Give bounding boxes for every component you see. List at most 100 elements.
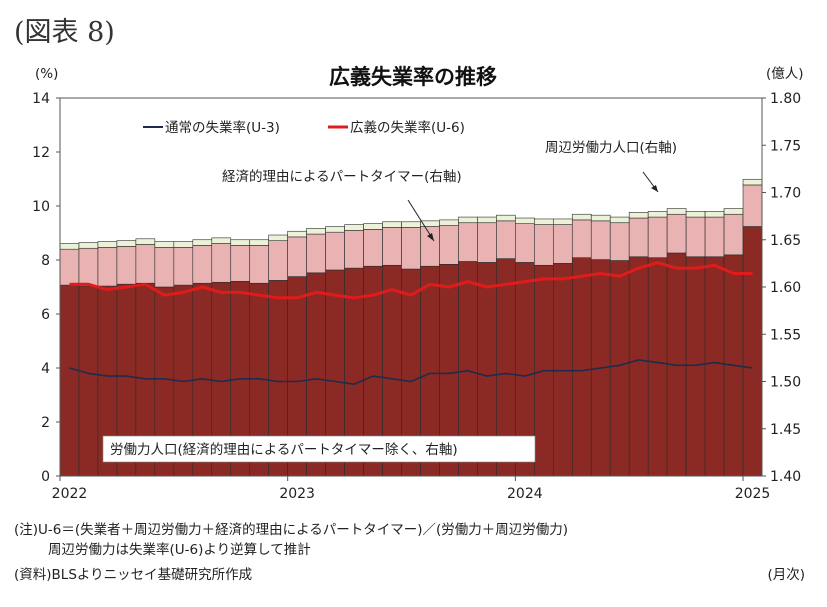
bar-part-time xyxy=(571,219,592,258)
bar-part-time xyxy=(496,220,516,259)
bar-marginal xyxy=(534,218,554,225)
bar-part-time xyxy=(723,213,744,256)
bar-marginal xyxy=(647,211,668,218)
bar-marginal xyxy=(363,223,383,230)
bar-part-time xyxy=(59,248,80,286)
annotation-part-time-arrow xyxy=(407,199,435,242)
u3-line xyxy=(69,359,753,386)
bar-marginal xyxy=(154,241,175,248)
bar-part-time xyxy=(704,216,725,258)
bar-part-time xyxy=(97,247,118,287)
bar-labor-force xyxy=(704,256,725,477)
bar-part-time xyxy=(192,245,213,284)
bar-marginal xyxy=(382,221,402,228)
y-tick-label: 12 xyxy=(32,145,50,161)
axes-group: 0 2 4 6 8 10 12 14 1.40 1.45 1.50 1.55 1.60 1.65 1.70 1… xyxy=(32,91,801,502)
bar-marginal xyxy=(742,178,763,186)
bar-marginal xyxy=(723,208,744,215)
bar-part-time xyxy=(306,233,326,274)
x-axis-unit: (月次) xyxy=(767,567,805,583)
y-tick-label: 0 xyxy=(41,469,50,485)
bar-marginal xyxy=(628,212,649,219)
y2-tick-label: 1.65 xyxy=(770,233,801,249)
y2-tick-label: 1.50 xyxy=(770,375,801,391)
note-line-1: (注)U-6＝(失業者＋周辺労働力＋経済的理由によるパートタイマー)／(労働力＋… xyxy=(14,522,569,538)
bar-marginal xyxy=(249,239,269,246)
bar-part-time xyxy=(439,225,459,265)
bar-marginal xyxy=(571,213,592,221)
bar-part-time xyxy=(154,247,175,288)
bar-marginal xyxy=(439,219,459,226)
y2-tick-label: 1.55 xyxy=(770,327,801,343)
bar-marginal xyxy=(515,217,535,224)
bar-part-time xyxy=(552,224,573,264)
bar-marginal xyxy=(704,211,725,218)
bar-marginal xyxy=(268,234,288,241)
bar-labor-force xyxy=(647,257,668,477)
y-tick-label: 10 xyxy=(32,199,50,215)
bar-marginal xyxy=(477,216,497,224)
annotation-marginal-arrowhead xyxy=(651,185,658,192)
y-axis-unit: (%) xyxy=(35,66,58,82)
bar-part-time xyxy=(609,222,630,261)
bar-marginal xyxy=(192,239,213,246)
bar-marginal xyxy=(230,239,251,246)
bar-part-time xyxy=(534,224,554,266)
bar-part-time xyxy=(666,213,687,254)
bars-group xyxy=(59,178,763,477)
bar-marginal xyxy=(344,224,364,231)
legend-u6-label: 広義の失業率(U-6) xyxy=(350,119,465,136)
bar-marginal xyxy=(59,243,80,250)
bar-part-time xyxy=(401,227,421,270)
y2-tick-label: 1.45 xyxy=(770,422,801,438)
bar-marginal xyxy=(552,218,573,225)
bar-part-time xyxy=(647,216,668,259)
y-tick-label: 8 xyxy=(41,253,50,269)
bar-part-time xyxy=(268,240,288,281)
bar-labor-force xyxy=(59,284,80,477)
bar-labor-force xyxy=(571,257,592,477)
bar-part-time xyxy=(363,229,383,267)
x-tick-label: 2023 xyxy=(279,486,315,502)
annotation-labor-force-box xyxy=(102,435,536,463)
y-tick-label: 14 xyxy=(32,91,50,107)
bar-part-time xyxy=(325,231,345,271)
bar-part-time xyxy=(477,222,497,263)
bar-labor-force xyxy=(609,260,630,477)
bar-part-time xyxy=(628,217,649,258)
y-tick-label: 6 xyxy=(41,307,50,323)
bar-part-time xyxy=(344,230,364,269)
bar-marginal xyxy=(211,237,232,244)
lines-group xyxy=(69,261,753,386)
bar-marginal xyxy=(325,226,345,233)
y2-tick-label: 1.60 xyxy=(770,280,801,296)
y-tick-label: 4 xyxy=(41,361,50,377)
bar-labor-force xyxy=(685,256,706,477)
annotation-part-time: 経済的理由によるパートタイマー(右軸) xyxy=(222,169,462,185)
bar-part-time xyxy=(287,236,307,277)
bar-part-time xyxy=(420,226,440,267)
bar-part-time xyxy=(249,245,269,284)
annotation-part-time-arrowhead xyxy=(427,233,434,241)
bar-marginal xyxy=(116,240,137,247)
y-tick-label: 2 xyxy=(41,415,50,431)
bar-marginal xyxy=(401,221,421,228)
u6-line xyxy=(69,261,753,300)
bar-part-time xyxy=(458,222,478,262)
y2-tick-label: 1.75 xyxy=(770,138,801,154)
annotation-labor-force: 労働力人口(経済的理由によるパートタイマー除く、右軸) xyxy=(110,442,458,458)
note-line-2: 周辺労働力は失業率(U-6)より逆算して推計 xyxy=(48,542,311,558)
bar-labor-force xyxy=(742,226,763,477)
bar-labor-force xyxy=(628,256,649,477)
bar-part-time xyxy=(230,245,251,282)
bar-part-time xyxy=(135,244,156,284)
y2-tick-label: 1.80 xyxy=(770,91,801,107)
bar-marginal xyxy=(306,228,326,235)
bar-part-time xyxy=(78,247,99,287)
bar-part-time xyxy=(590,220,611,260)
x-tick-label: 2024 xyxy=(507,486,543,502)
bar-marginal xyxy=(97,241,118,248)
x-tick-label: 2022 xyxy=(52,486,88,502)
bar-marginal xyxy=(590,214,611,222)
